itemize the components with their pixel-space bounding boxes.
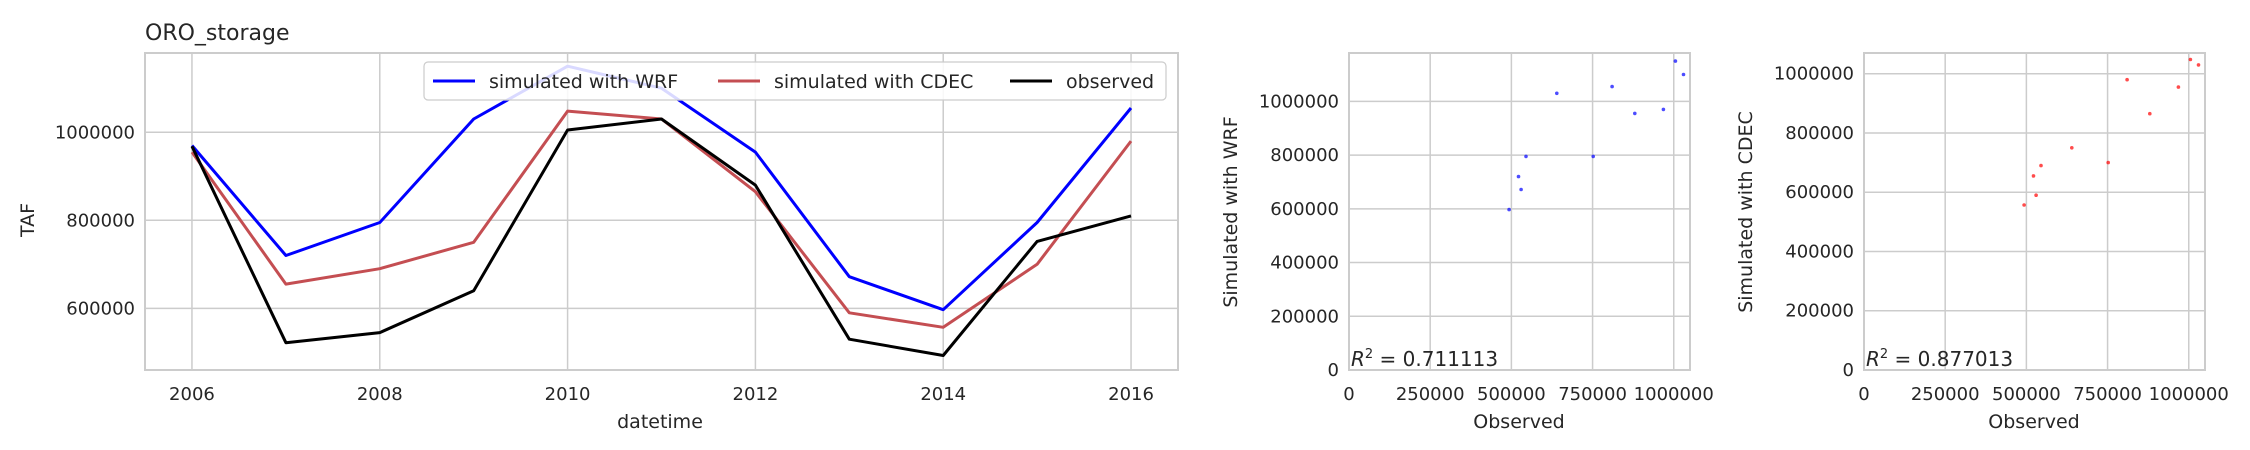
line-chart-xlabel: datetime: [617, 411, 703, 433]
scatter-cdec-y-tick-label: 200000: [1785, 301, 1854, 322]
scatter-cdec-y-tick-label: 800000: [1785, 123, 1854, 144]
scatter-cdec-x-tick-label: 1000000: [2149, 384, 2229, 405]
line-chart-x-tick-label: 2016: [1108, 384, 1154, 405]
line-chart-x-tick-label: 2008: [357, 384, 403, 405]
scatter-cdec-ylabel: Simulated with CDEC: [1735, 111, 1757, 313]
scatter-cdec-y-tick-label: 1000000: [1774, 64, 1854, 85]
scatter-wrf-point: [1519, 187, 1523, 192]
scatter-cdec-point: [2176, 85, 2181, 89]
line-chart-x-tick-label: 2006: [169, 384, 215, 405]
scatter-cdec-panel: Observed Simulated with CDEC 0 250000 5000…: [1735, 52, 2229, 433]
scatter-wrf-point: [1633, 111, 1637, 116]
scatter-wrf-y-tick-label: 800000: [1270, 145, 1339, 166]
scatter-cdec-point: [2106, 160, 2110, 165]
scatter-cdec-point: [2034, 193, 2038, 197]
scatter-wrf-y-tick-label: 0: [1328, 360, 1339, 381]
scatter-cdec-y-tick-label: 0: [1843, 360, 1854, 381]
scatter-cdec-point: [2039, 163, 2043, 168]
scatter-cdec-point: [2022, 203, 2026, 207]
scatter-cdec-y-tick-label: 600000: [1785, 182, 1854, 203]
line-series-simulated-with-cdec: [190, 109, 1133, 329]
line-chart-y-tick-label: 600000: [66, 298, 135, 319]
scatter-wrf-point: [1661, 107, 1666, 112]
legend-box: [423, 61, 1167, 101]
scatter-wrf-point: [1673, 59, 1678, 63]
scatter-wrf-point: [1555, 91, 1559, 96]
legend-label: simulated with CDEC: [774, 71, 973, 93]
line-series-simulated-with-wrf: [190, 64, 1133, 312]
scatter-wrf-frame: [1348, 52, 1691, 371]
scatter-cdec-point: [2070, 146, 2074, 150]
scatter-wrf-ylabel: Simulated with WRF: [1220, 116, 1242, 307]
scatter-wrf-x-tick-label: 1000000: [1634, 384, 1714, 405]
scatter-cdec-x-tick-label: 500000: [1992, 384, 2061, 405]
line-chart-x-tick-label: 2014: [920, 384, 966, 405]
scatter-wrf-point: [1610, 84, 1614, 89]
scatter-cdec-frame: [1863, 52, 2206, 371]
scatter-wrf-y-tick-label: 200000: [1270, 306, 1339, 327]
scatter-wrf-point: [1681, 72, 1686, 77]
line-chart-x-tick-label: 2010: [545, 384, 591, 405]
scatter-cdec-x-tick-label: 250000: [1911, 384, 1980, 405]
scatter-cdec-xlabel: Observed: [1988, 411, 2079, 433]
scatter-cdec-r2-annotation: R2 = 0.877013: [1866, 347, 2013, 371]
scatter-wrf-point: [1516, 174, 1521, 179]
scatter-wrf-y-tick-label: 600000: [1270, 199, 1339, 220]
line-chart-y-tick-label: 1000000: [55, 122, 135, 143]
line-chart-title: ORO_storage: [145, 21, 290, 46]
scatter-cdec-point: [2188, 57, 2193, 62]
scatter-wrf-x-tick-label: 500000: [1477, 384, 1546, 405]
scatter-wrf-x-tick-label: 0: [1343, 384, 1354, 405]
scatter-wrf-y-tick-label: 400000: [1270, 253, 1339, 274]
scatter-wrf-panel: Observed Simulated with WRF 0 250000 50000…: [1220, 52, 1714, 433]
scatter-cdec-point: [2196, 63, 2201, 67]
scatter-wrf-point: [1524, 154, 1528, 159]
legend-label: observed: [1066, 71, 1154, 93]
scatter-wrf-r2-annotation: R2 = 0.711113: [1351, 347, 1498, 371]
line-series-observed: [190, 117, 1132, 357]
line-chart-frame: [144, 52, 1179, 371]
scatter-wrf-point: [1507, 207, 1511, 212]
scatter-wrf-x-tick-label: 750000: [1558, 384, 1627, 405]
line-chart-panel: ORO_storage datetime TAF 2006 2008 2010 201…: [17, 21, 1179, 433]
line-chart-x-tick-label: 2012: [733, 384, 779, 405]
scatter-cdec-point: [2031, 174, 2036, 178]
scatter-wrf-xlabel: Observed: [1473, 411, 1564, 433]
scatter-cdec-point: [2148, 111, 2152, 116]
scatter-cdec-y-tick-label: 400000: [1785, 241, 1854, 262]
legend-label: simulated with WRF: [489, 71, 678, 93]
scatter-cdec-point: [2125, 77, 2129, 82]
scatter-cdec-x-tick-label: 0: [1858, 384, 1869, 405]
scatter-wrf-point: [1591, 154, 1595, 159]
scatter-wrf-y-tick-label: 1000000: [1259, 91, 1339, 112]
scatter-wrf-x-tick-label: 250000: [1396, 384, 1465, 405]
scatter-cdec-x-tick-label: 750000: [2073, 384, 2142, 405]
line-chart-ylabel: TAF: [17, 203, 39, 238]
line-chart-y-tick-label: 800000: [66, 210, 135, 231]
